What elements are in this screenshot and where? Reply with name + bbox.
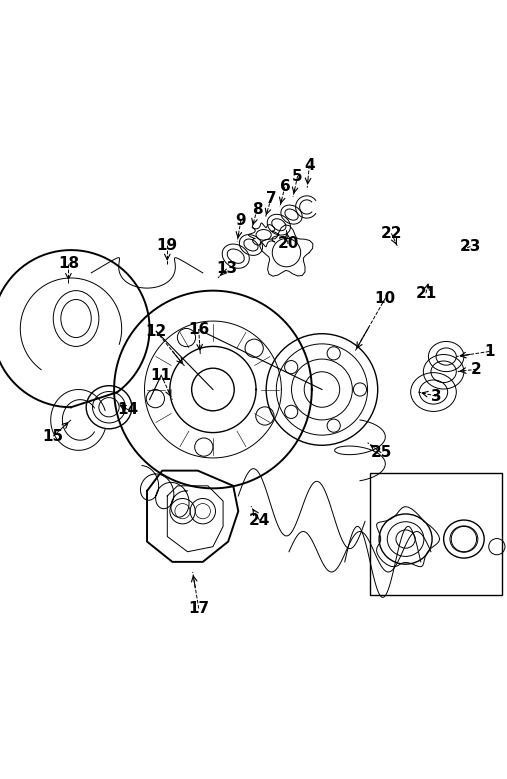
Text: 10: 10 [375, 291, 396, 305]
Text: 14: 14 [118, 402, 139, 418]
Bar [370, 473, 502, 595]
Text: 22: 22 [381, 226, 402, 241]
Text: 24: 24 [249, 513, 270, 528]
Text: 19: 19 [157, 238, 178, 252]
Text: 11: 11 [151, 368, 172, 382]
Text: 7: 7 [266, 191, 276, 206]
Text: 2: 2 [471, 361, 482, 377]
Text: 25: 25 [371, 446, 392, 460]
Text: 4: 4 [304, 158, 314, 173]
Text: 16: 16 [188, 323, 209, 337]
Text: 23: 23 [460, 239, 481, 254]
Text: 3: 3 [431, 389, 441, 404]
Text: 8: 8 [252, 202, 262, 217]
Text: 12: 12 [146, 324, 167, 339]
Text: 15: 15 [43, 428, 64, 444]
Text: 18: 18 [58, 256, 79, 271]
Text: 6: 6 [279, 179, 291, 194]
Text: 5: 5 [293, 168, 303, 184]
Text: 20: 20 [277, 237, 299, 252]
Text: 1: 1 [484, 344, 494, 359]
Text: 9: 9 [236, 213, 246, 228]
Text: 17: 17 [188, 601, 209, 616]
Text: 21: 21 [415, 286, 437, 301]
Text: 13: 13 [216, 261, 237, 277]
